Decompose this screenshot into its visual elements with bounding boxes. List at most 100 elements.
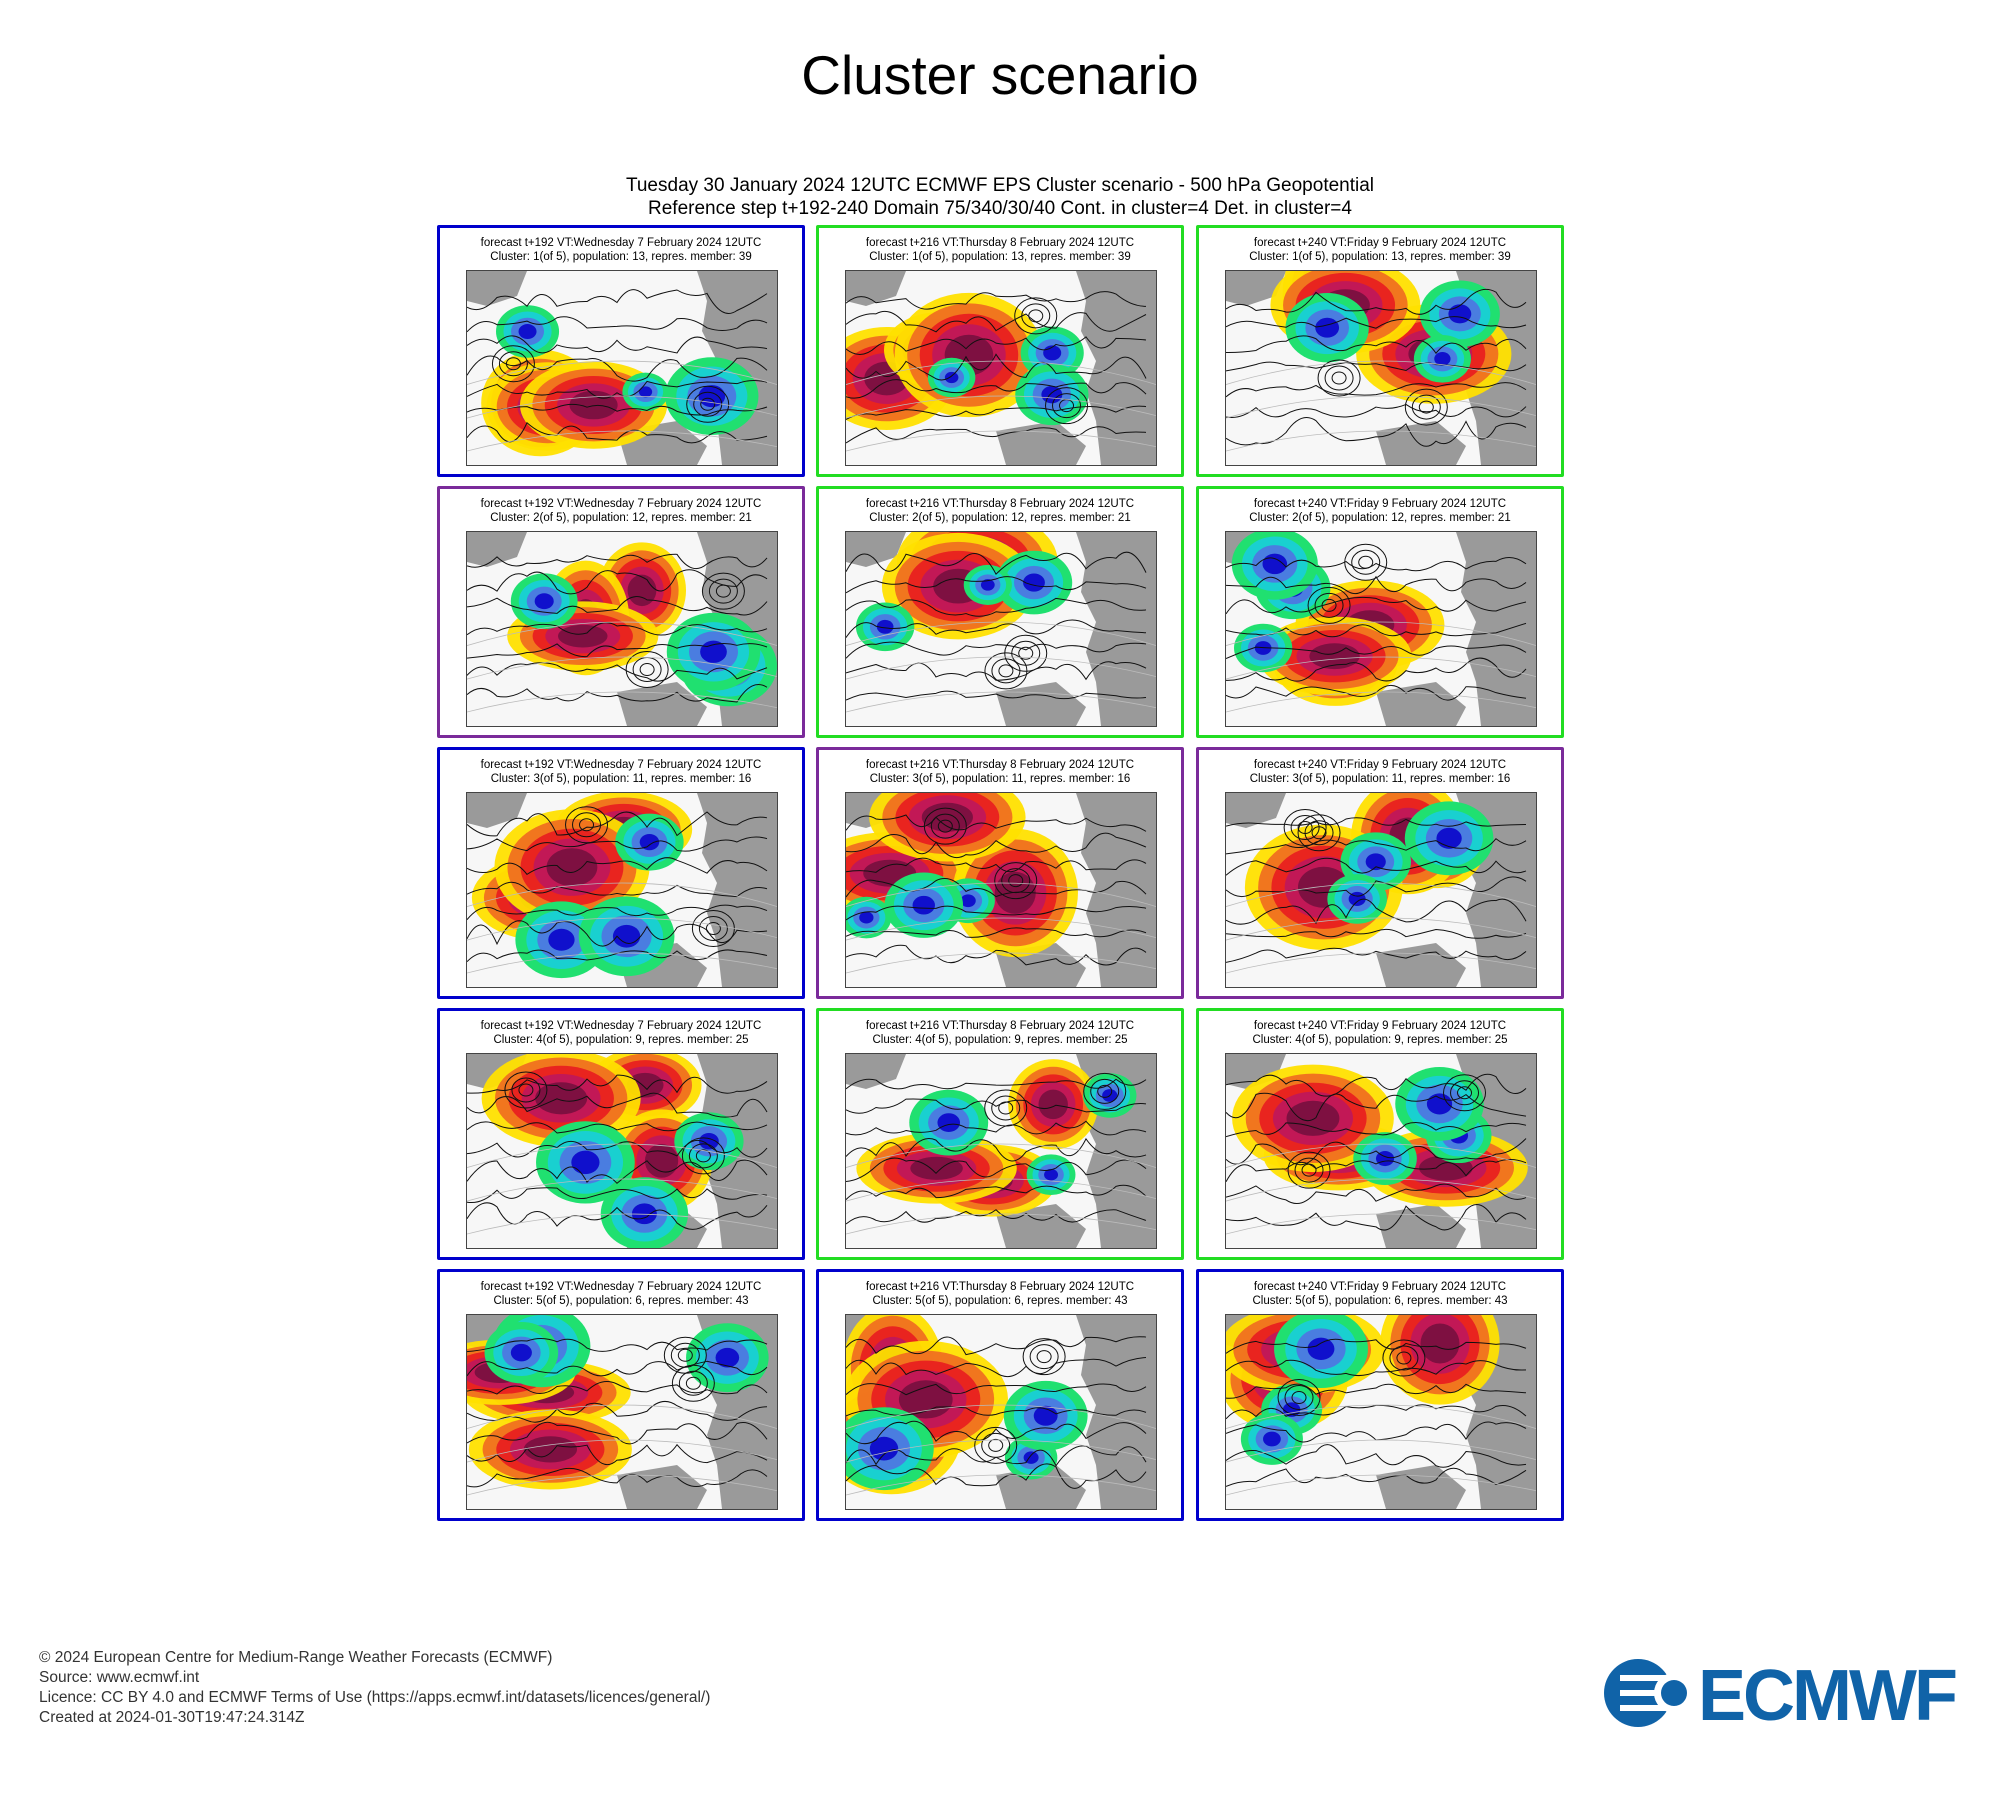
geopotential-contour [1226,382,1527,398]
graticule-line [467,360,777,385]
graticule-line [1226,1474,1536,1496]
negative-anomaly-blob [534,593,554,610]
geopotential-contour [846,1078,1147,1090]
geopotential-contour [467,811,768,837]
geopotential-contour [846,1356,1147,1378]
closed-contour [505,357,521,371]
geopotential-contour [1226,403,1527,418]
positive-anomaly-blob [523,1436,578,1463]
negative-anomaly-blob [960,894,976,908]
graticule-line [467,1178,777,1202]
geopotential-contour [846,1098,1147,1114]
geopotential-contour [1226,1138,1527,1166]
geopotential-contour [846,1383,1147,1396]
geopotential-map [1225,531,1537,727]
chart-header-line-2: Reference step t+192-240 Domain 75/340/3… [648,198,1352,219]
positive-anomaly-blob [644,1144,679,1178]
geopotential-map [1225,792,1537,988]
negative-anomaly-blob [937,1113,961,1132]
geopotential-contour [846,927,1147,938]
negative-anomaly-blob [1365,853,1386,871]
geopotential-contour [467,881,768,898]
geopotential-contour [1226,335,1527,355]
panel-cluster-label: Cluster: 1(of 5), population: 13, repres… [1249,251,1511,263]
graticule-line [846,952,1156,974]
negative-anomaly-blob [869,1436,899,1461]
panel-forecast-label: forecast t+240 VT:Friday 9 February 2024… [1253,498,1507,510]
negative-anomaly-blob [638,386,653,398]
geopotential-contour [846,1420,1147,1445]
closed-contour [1045,387,1089,425]
graticule-line [467,1143,777,1168]
panel-cluster-label: Cluster: 1(of 5), population: 13, repres… [490,251,752,263]
ecmwf-logo[interactable]: ECMWF [1590,1656,1970,1736]
geopotential-contour [1226,1183,1527,1205]
ecmwf-logo-icon: ECMWF [1604,1656,1959,1736]
geopotential-contour [1226,947,1527,963]
graticule-line [1226,1439,1536,1463]
positive-anomaly-blob [910,1156,963,1180]
geopotential-contour [1226,817,1527,827]
negative-anomaly-blob [715,1347,740,1368]
positive-anomaly-blob [546,848,598,887]
geopotential-map [466,1314,778,1510]
panel-forecast-label: forecast t+240 VT:Friday 9 February 2024… [1253,1020,1507,1032]
panel-cluster-label: Cluster: 3(of 5), population: 11, repres… [869,773,1131,785]
geopotential-contour [1226,316,1527,329]
cluster-panel: forecast t+240 VT:Friday 9 February 2024… [1196,486,1564,738]
closed-contour [1382,1339,1426,1377]
negative-anomaly-blob [699,1133,719,1150]
graticule-line [1226,917,1536,941]
geopotential-contour [467,1467,768,1488]
panel-forecast-label: forecast t+240 VT:Friday 9 February 2024… [1253,237,1507,249]
geopotential-contour [846,944,1147,966]
closed-contour [1021,303,1051,329]
negative-anomaly-blob [944,371,959,384]
geopotential-contour [467,1121,768,1134]
geopotential-contour [1226,1383,1527,1399]
closed-contour [1457,1086,1473,1100]
graticule-line [1226,395,1536,419]
geopotential-contour [1226,1122,1527,1138]
closed-contour [1389,1345,1419,1371]
closed-contour [998,664,1014,678]
graticule-line [846,621,1156,646]
geopotential-contour [846,597,1147,617]
closed-contour [639,662,655,676]
closed-contour [1283,809,1327,847]
closed-contour [1018,646,1034,660]
geopotential-contour [1226,1158,1527,1182]
graticule-line [846,917,1156,941]
cluster-panel: forecast t+192 VT:Wednesday 7 February 2… [437,486,805,738]
geopotential-contour [1226,596,1527,615]
geopotential-contour [1226,1359,1527,1377]
closed-contour [677,1348,693,1362]
geopotential-map [466,792,778,988]
closed-contour [1344,543,1388,581]
graticule-line [1226,1178,1536,1202]
geopotential-contour [467,662,768,682]
graticule-line [467,395,777,419]
closed-contour [685,1376,701,1390]
negative-anomaly-blob [1315,317,1340,338]
positive-anomaly-blob [627,574,657,607]
geopotential-contour [467,1381,768,1395]
panel-forecast-label: forecast t+192 VT:Wednesday 7 February 2… [480,498,762,510]
negative-anomaly-blob [1426,1093,1453,1115]
graticule-line [846,1439,1156,1463]
geopotential-contour [467,553,768,570]
geopotential-contour [1226,876,1527,898]
footer-licence: Licence: CC BY 4.0 and ECMWF Terms of Us… [39,1689,711,1706]
geopotential-map [845,792,1157,988]
negative-anomaly-blob [518,324,537,340]
negative-anomaly-blob [1044,1168,1059,1181]
geopotential-contour [467,403,768,416]
panel-forecast-label: forecast t+240 VT:Friday 9 February 2024… [1253,1281,1507,1293]
panel-forecast-label: forecast t+216 VT:Thursday 8 February 20… [865,1281,1135,1293]
graticule-line [1226,952,1536,974]
graticule-line [846,360,1156,385]
negative-anomaly-blob [876,619,894,634]
closed-contour [988,1438,1004,1452]
closed-contour [1022,1338,1066,1376]
graticule-line [467,691,777,713]
